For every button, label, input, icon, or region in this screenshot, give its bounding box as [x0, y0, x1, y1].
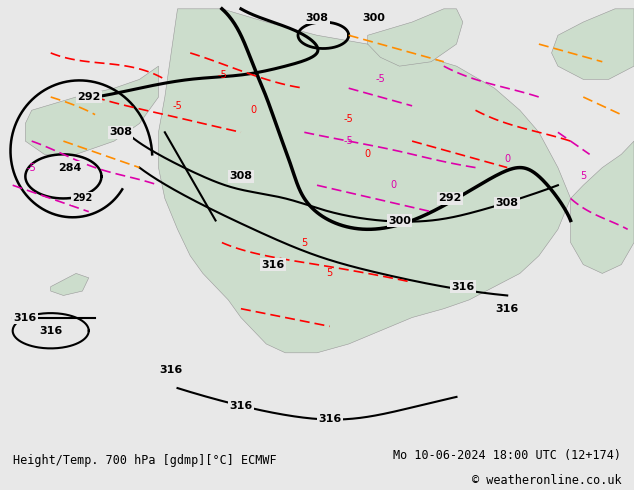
Text: 316: 316 [261, 260, 284, 270]
Text: 5: 5 [580, 172, 586, 181]
Text: 316: 316 [230, 401, 252, 411]
Text: 316: 316 [14, 313, 37, 322]
Text: 316: 316 [39, 326, 62, 336]
Text: -5: -5 [217, 70, 227, 80]
Text: 292: 292 [77, 92, 100, 102]
Text: -5: -5 [27, 163, 37, 172]
Text: -5: -5 [172, 101, 183, 111]
Text: -5: -5 [344, 114, 354, 124]
Text: 300: 300 [388, 216, 411, 225]
Text: 316: 316 [318, 414, 341, 424]
Text: 0: 0 [390, 180, 396, 190]
Text: 0: 0 [504, 154, 510, 164]
Text: -5: -5 [344, 136, 354, 146]
Text: 292: 292 [72, 194, 93, 203]
Text: © weatheronline.co.uk: © weatheronline.co.uk [472, 474, 621, 487]
Text: Mo 10-06-2024 18:00 UTC (12+174): Mo 10-06-2024 18:00 UTC (12+174) [393, 449, 621, 462]
Text: 300: 300 [363, 13, 385, 23]
Text: 5: 5 [301, 238, 307, 247]
Text: 0: 0 [250, 105, 257, 115]
Text: 308: 308 [230, 172, 252, 181]
Text: 316: 316 [451, 282, 474, 292]
Text: 308: 308 [109, 127, 132, 137]
Text: Height/Temp. 700 hPa [gdmp][°C] ECMWF: Height/Temp. 700 hPa [gdmp][°C] ECMWF [13, 454, 276, 467]
Text: 308: 308 [496, 198, 519, 208]
Text: 316: 316 [496, 304, 519, 314]
Text: 316: 316 [160, 366, 183, 375]
Text: 292: 292 [439, 194, 462, 203]
Text: -5: -5 [375, 74, 385, 84]
Text: 284: 284 [58, 163, 81, 172]
Text: 5: 5 [327, 269, 333, 278]
Text: 308: 308 [306, 13, 328, 23]
Text: 0: 0 [365, 149, 371, 159]
